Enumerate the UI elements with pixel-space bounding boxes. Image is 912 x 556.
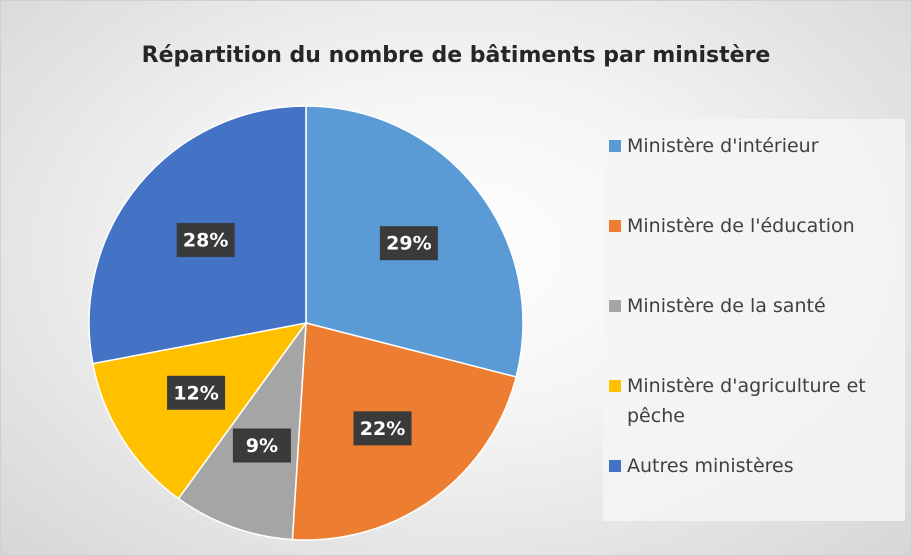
data-label-box <box>379 226 438 261</box>
chart-title: Répartition du nombre de bâtiments par m… <box>142 43 771 68</box>
data-label-box <box>176 223 235 258</box>
data-label: 28% <box>183 230 228 252</box>
data-label-box <box>232 428 291 463</box>
legend-label: Ministère d'intérieur <box>627 135 819 157</box>
legend-swatch <box>609 220 621 232</box>
legend-swatch <box>609 380 621 392</box>
legend-item: Ministère de l'éducation <box>609 211 901 241</box>
data-label: 22% <box>360 418 405 440</box>
legend: Ministère d'intérieur Ministère de l'éduc… <box>603 119 905 521</box>
legend-label: Ministère de l'éducation <box>627 215 855 237</box>
data-label: 9% <box>246 435 278 457</box>
data-label-box <box>353 411 412 446</box>
legend-label: Ministère d'agriculture et pêche <box>627 375 866 427</box>
legend-item: Ministère de la santé <box>609 291 901 321</box>
legend-swatch <box>609 140 621 152</box>
legend-item: Autres ministères <box>609 451 901 481</box>
legend-item: Ministère d'agriculture et pêche <box>609 371 901 431</box>
legend-label: Autres ministères <box>627 455 794 477</box>
legend-swatch <box>609 300 621 312</box>
legend-swatch <box>609 460 621 472</box>
legend-label: Ministère de la santé <box>627 295 826 317</box>
pie-slice <box>91 321 308 500</box>
data-label: 12% <box>173 382 218 404</box>
data-label: 29% <box>386 233 431 255</box>
data-label-box <box>167 375 226 410</box>
legend-item: Ministère d'intérieur <box>609 131 901 161</box>
